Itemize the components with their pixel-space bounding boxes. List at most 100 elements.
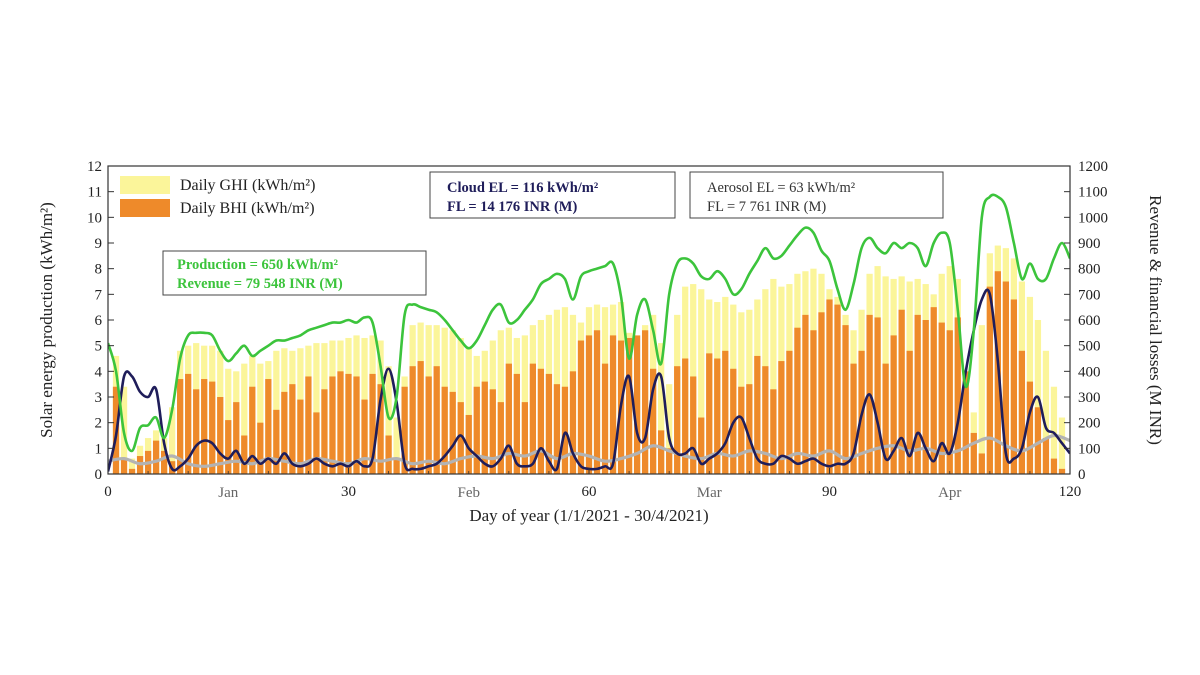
y-tick-label: 0: [95, 467, 103, 483]
y-tick-label: 8: [95, 262, 103, 278]
axis-ticks: 0123456789101112010020030040050060070080…: [87, 159, 1108, 501]
bhi-bar-33: [369, 373, 376, 474]
bhi-bar-37: [401, 386, 408, 474]
y-tick-label: 10: [87, 210, 102, 226]
bhi-bar-30: [345, 373, 352, 474]
bhi-bar-92: [842, 325, 849, 474]
y-axis-title: Solar energy production (kWh/m²): [37, 202, 56, 438]
bhi-bar-88: [810, 330, 817, 474]
bhi-bar-50: [505, 363, 512, 474]
bhi-bar-38: [409, 366, 416, 474]
bhi-bar-85: [786, 350, 793, 474]
ghi-bar-70: [666, 384, 673, 474]
bhi-bar-24: [297, 399, 304, 474]
bhi-bar-9: [177, 379, 184, 474]
month-label: Feb: [458, 485, 481, 501]
annotation-aerosol-line-1: Aerosol EL = 63 kWh/m²: [707, 180, 856, 196]
production-line: [108, 193, 1070, 453]
ghi-bar-74: [698, 289, 705, 474]
bhi-bar-7: [160, 450, 168, 474]
bhi-bar-58: [569, 371, 577, 474]
ghi-bar-26: [313, 343, 320, 474]
bhi-bar-62: [601, 363, 609, 474]
bhi-bar-49: [497, 402, 504, 474]
annotation-cloud-line-1: Cloud EL = 116 kWh/m²: [447, 180, 598, 196]
y-tick-label: 3: [95, 390, 103, 406]
bhi-bar-75: [706, 353, 713, 474]
legend: Daily GHI (kWh/m²) Daily BHI (kWh/m²): [120, 176, 315, 217]
bhi-bar-100: [906, 350, 913, 474]
bhi-bar-99: [898, 309, 905, 474]
y2-tick-label: 400: [1078, 364, 1101, 380]
bhi-bar-67: [641, 330, 649, 474]
y-tick-label: 11: [88, 185, 102, 201]
y-tick-label: 5: [95, 339, 103, 355]
x-tick-label: 30: [341, 484, 356, 500]
bhi-bar-32: [361, 399, 368, 474]
ghi-bar-69: [658, 343, 665, 474]
bhi-bar-107: [962, 371, 969, 474]
bhi-bar-55: [545, 373, 553, 474]
cloud-fl-line: [108, 288, 1070, 472]
ghi-bar-118: [1050, 386, 1058, 474]
annotation-cloud: Cloud EL = 116 kWh/m² FL = 14 176 INR (M…: [429, 171, 676, 219]
bhi-bar-53: [529, 363, 537, 474]
bhi-bar-74: [698, 417, 705, 474]
bhi-bar-27: [321, 389, 328, 474]
bhi-bar-117: [1042, 438, 1050, 474]
bhi-bar-13: [209, 381, 216, 474]
bhi-bar-118: [1050, 458, 1058, 474]
bhi-bar-29: [337, 371, 344, 474]
x-tick-label: 0: [104, 484, 112, 500]
y-tick-label: 12: [87, 159, 102, 175]
bhi-bar-2: [120, 458, 128, 474]
bhi-bar-77: [722, 350, 729, 474]
ghi-bar-8: [169, 407, 176, 474]
bhi-bar-106: [954, 317, 961, 474]
bhi-bar-103: [930, 307, 937, 474]
month-label: Jan: [218, 485, 238, 501]
bhi-bar-45: [465, 414, 472, 474]
bhi-bar-28: [329, 376, 336, 474]
bhi-bar-63: [609, 335, 617, 474]
bhi-bar-6: [152, 440, 160, 474]
y2-tick-label: 100: [1078, 441, 1101, 457]
x-tick-label: 60: [582, 484, 597, 500]
bhi-bar-51: [513, 373, 520, 474]
bhi-bar-54: [537, 368, 545, 474]
annotation-aerosol: Aerosol EL = 63 kWh/m² FL = 7 761 INR (M…: [689, 171, 944, 219]
y2-axis-title: Revenue & financial losses (M INR): [1146, 195, 1165, 445]
bhi-bar-80: [746, 384, 753, 474]
annotation-production-line-1: Production = 650 kWh/m²: [177, 257, 338, 273]
legend-label-bhi: Daily BHI (kWh/m²): [180, 200, 315, 217]
ghi-bar-109: [978, 325, 985, 474]
bhi-bar-10: [185, 373, 192, 474]
bhi-bar-70: [666, 448, 673, 474]
y2-tick-label: 200: [1078, 416, 1101, 432]
bhi-bar-108: [970, 432, 977, 474]
x-tick-label: 90: [822, 484, 837, 500]
bhi-bar-34: [377, 384, 384, 474]
bhi-bar-39: [417, 361, 424, 474]
bhi-bar-11: [193, 389, 200, 474]
bhi-bar-87: [802, 314, 809, 474]
y2-tick-label: 1200: [1078, 159, 1108, 175]
y-tick-label: 1: [95, 441, 103, 457]
bhi-bar-47: [481, 381, 488, 474]
x-axis-title: Day of year (1/1/2021 - 30/4/2021): [469, 506, 708, 525]
bhi-bar-76: [714, 358, 721, 474]
bhi-bar-97: [882, 363, 889, 474]
bhi-bar-102: [922, 320, 929, 474]
bhi-bar-56: [553, 384, 561, 474]
bhi-bar-17: [241, 435, 248, 474]
bhi-bar-116: [1034, 407, 1042, 474]
bhi-bar-68: [650, 368, 657, 474]
bhi-bar-57: [561, 386, 569, 474]
bhi-bar-60: [585, 335, 593, 474]
y2-tick-label: 500: [1078, 339, 1101, 355]
bhi-bar-44: [457, 402, 464, 474]
bhi-bar-3: [128, 468, 136, 474]
bhi-bar-72: [682, 358, 689, 474]
bhi-bar-20: [265, 379, 272, 474]
